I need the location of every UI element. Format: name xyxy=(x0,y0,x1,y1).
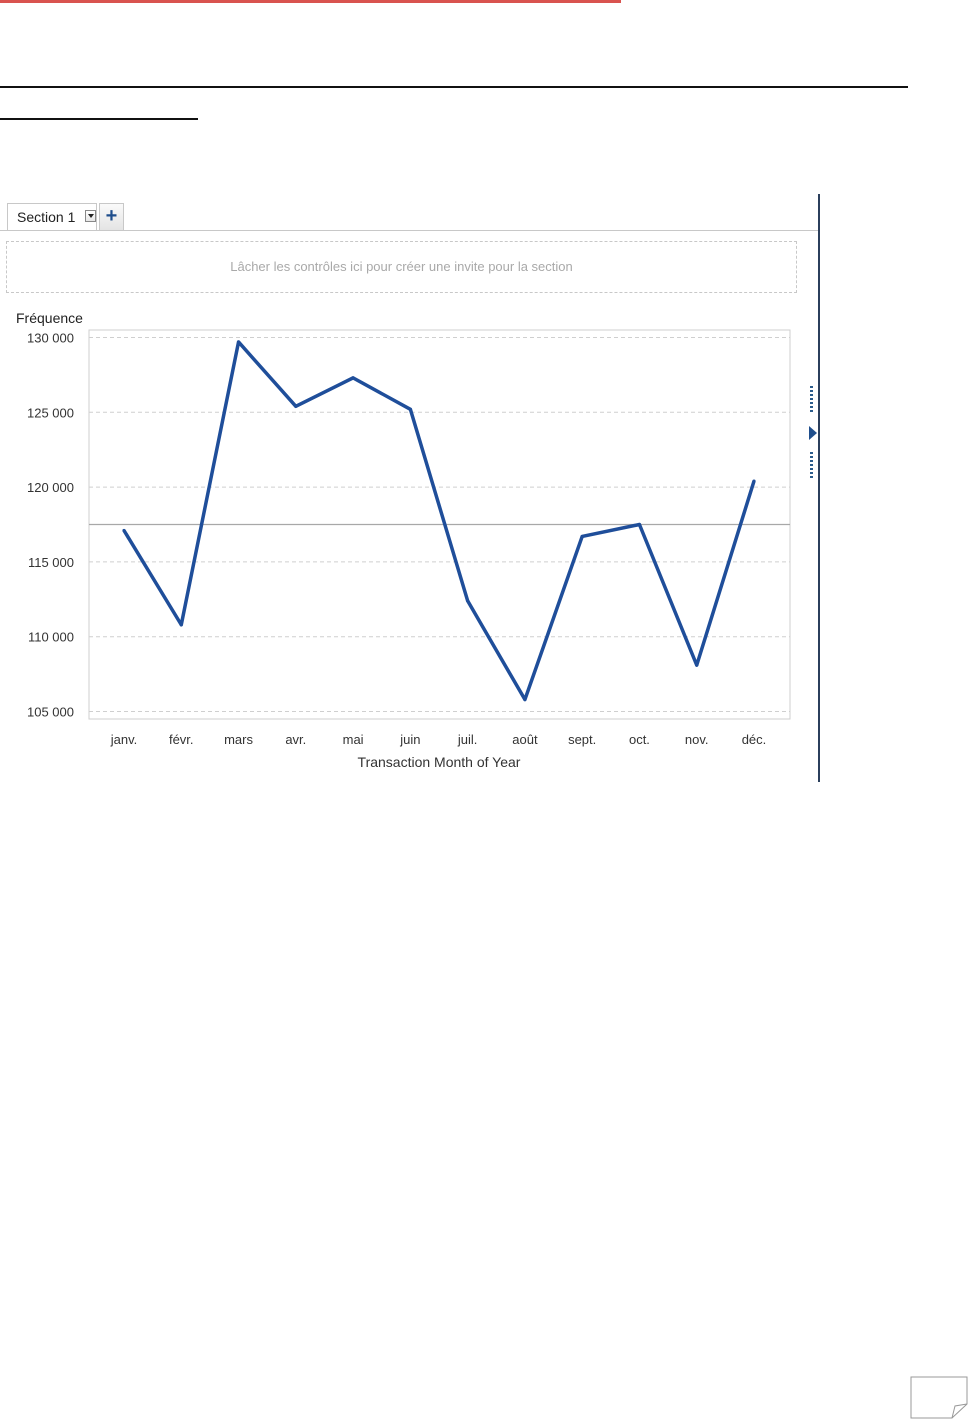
y-tick-label: 120 000 xyxy=(27,480,74,495)
y-tick-label: 110 000 xyxy=(28,630,74,645)
header-red-rule xyxy=(0,0,621,3)
dropdown-icon[interactable] xyxy=(85,210,96,222)
data-point xyxy=(752,479,756,483)
collapse-arrow-icon[interactable] xyxy=(809,426,817,440)
grip-dots-icon xyxy=(810,452,813,478)
y-tick-label: 115 000 xyxy=(28,555,74,570)
panel-collapse-handle[interactable] xyxy=(808,384,817,480)
data-point xyxy=(523,697,527,702)
y-tick-label: 130 000 xyxy=(27,330,74,345)
x-tick-label: févr. xyxy=(169,732,194,747)
data-point xyxy=(179,623,183,627)
series-line xyxy=(122,340,756,702)
plus-icon: + xyxy=(105,205,118,227)
prompt-drop-zone[interactable]: Lâcher les contrôles ici pour créer une … xyxy=(6,241,797,293)
x-tick-label: oct. xyxy=(629,732,650,747)
add-section-button[interactable]: + xyxy=(99,203,124,230)
x-tick-label: janv. xyxy=(110,732,138,747)
data-point xyxy=(122,528,126,533)
y-axis-label: Fréquence xyxy=(16,310,83,326)
y-tick-label: 125 000 xyxy=(27,405,74,420)
heading-underline-short xyxy=(0,118,198,120)
section-tab[interactable]: Section 1 xyxy=(7,203,97,230)
data-point xyxy=(637,522,642,527)
x-tick-label: mai xyxy=(343,732,364,747)
section-tab-label: Section 1 xyxy=(17,209,76,225)
x-tick-label: août xyxy=(512,732,538,747)
x-tick-label: déc. xyxy=(742,732,767,747)
x-tick-label: nov. xyxy=(685,732,709,747)
data-point xyxy=(695,663,699,667)
x-tick-label: mars xyxy=(224,732,253,747)
data-point xyxy=(408,407,412,411)
x-tick-label: juin xyxy=(399,732,420,747)
drop-zone-text: Lâcher les contrôles ici pour créer une … xyxy=(230,259,573,274)
x-axis-label: Transaction Month of Year xyxy=(358,754,521,770)
panel-right-border xyxy=(818,194,820,782)
tabbar-divider xyxy=(0,230,818,231)
data-point xyxy=(466,599,470,603)
data-point xyxy=(236,340,241,344)
x-tick-label: sept. xyxy=(568,732,596,747)
x-tick-label: juil. xyxy=(457,732,478,747)
x-tick-label: avr. xyxy=(285,732,306,747)
data-point xyxy=(294,404,298,408)
data-point xyxy=(351,376,355,380)
grip-dots-icon xyxy=(810,386,813,412)
data-point xyxy=(580,534,584,539)
page-corner-icon xyxy=(910,1376,968,1419)
y-tick-label: 105 000 xyxy=(27,705,74,720)
line-chart: Fréquence 105 000 110 000 115 000 120 000 12… xyxy=(16,310,791,770)
heading-underline xyxy=(0,86,908,88)
